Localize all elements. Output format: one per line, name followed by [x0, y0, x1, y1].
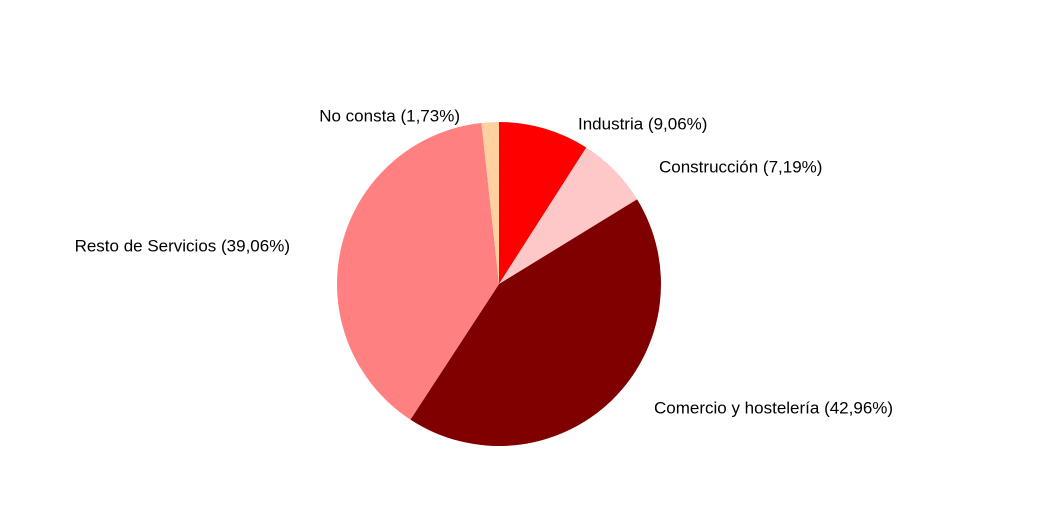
pie-slice — [410, 199, 661, 446]
slice-label: Resto de Servicios (39,06%) — [75, 236, 290, 255]
slice-label: Comercio y hostelería (42,96%) — [654, 398, 893, 417]
pie-slice — [481, 122, 499, 284]
slice-label: No consta (1,73%) — [319, 106, 460, 125]
slice-label: Construcción (7,19%) — [659, 157, 822, 176]
pie-slice — [499, 147, 638, 284]
slice-label: Industria (9,06%) — [578, 114, 707, 133]
pie-slice — [337, 122, 499, 420]
pie-slice — [499, 122, 587, 284]
